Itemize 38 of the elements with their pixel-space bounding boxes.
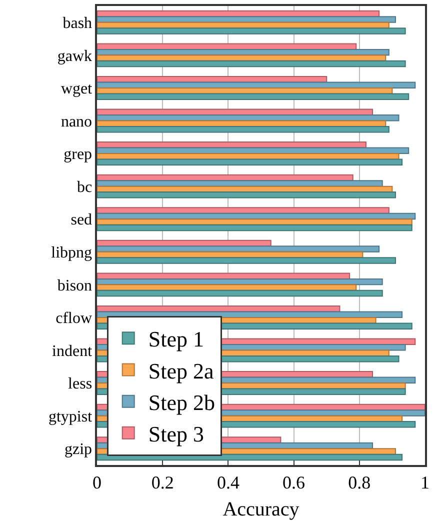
bar <box>97 192 396 198</box>
y-tick-label: gawk <box>57 48 92 65</box>
y-tick-label: bc <box>76 178 92 196</box>
y-tick-label: nano <box>60 113 92 130</box>
bar <box>97 93 410 100</box>
x-tick-label: 0 <box>92 472 102 492</box>
legend-label: Step 2b <box>148 390 215 415</box>
x-tick-label: 1 <box>420 472 430 492</box>
x-tick-label: 0.4 <box>216 472 240 492</box>
bar <box>97 16 396 23</box>
x-tick-label: 0.8 <box>348 472 371 492</box>
x-tick-label: 0.6 <box>282 472 306 492</box>
x-tick-label: 0.2 <box>151 472 174 492</box>
y-tick-label: bison <box>57 277 92 294</box>
bar <box>97 224 412 232</box>
y-tick-label: grep <box>64 146 92 164</box>
bar <box>97 28 406 34</box>
bar <box>97 257 396 264</box>
legend-label: Step 3 <box>148 422 204 446</box>
y-tick-label: wget <box>60 80 93 98</box>
bar <box>97 246 380 252</box>
y-tick-label: libpng <box>51 244 92 262</box>
y-tick-label: sed <box>70 212 92 229</box>
bar <box>97 60 406 68</box>
y-tick-label: cflow <box>56 310 92 328</box>
bar <box>97 114 400 122</box>
bar <box>97 82 416 88</box>
y-tick-label: gtypist <box>48 408 93 426</box>
legend-label: Step 2a <box>148 358 214 384</box>
legend-label: Step 1 <box>148 326 204 352</box>
y-tick-label: bash <box>62 14 92 32</box>
y-tick-label: indent <box>52 342 93 360</box>
y-tick-label: less <box>68 376 92 393</box>
bar <box>97 290 383 297</box>
bar <box>97 158 403 166</box>
x-axis-title: Accuracy <box>222 498 300 520</box>
bar <box>97 126 390 133</box>
y-tick-label: gzip <box>64 441 92 458</box>
